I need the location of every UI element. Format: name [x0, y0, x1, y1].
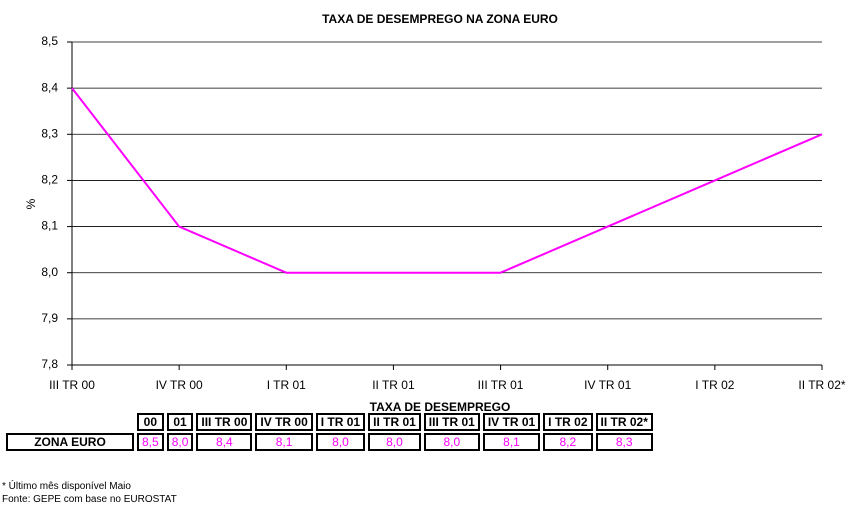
header-row: 00 01 III TR 00 IV TR 00 I TR 01 II TR 01 III … [6, 413, 653, 431]
line [71, 87, 823, 274]
cell: 8,1 [482, 433, 541, 451]
cell: 8,4 [196, 433, 253, 451]
cell: 8,0 [423, 433, 480, 451]
x-tick-label: III TR 00 [49, 378, 95, 392]
chart: TAXA DE DESEMPREGO NA ZONA EURO % 7,8 7,9… [24, 12, 846, 392]
table-title: TAXA DE DESEMPREGO [369, 400, 511, 414]
notes: * Último mês disponível Maio Fonte: GEPE … [2, 480, 177, 506]
x-tick-label: III TR 01 [478, 378, 524, 392]
y-tick-label: 8,2 [41, 173, 58, 187]
note: * Último mês disponível Maio [2, 481, 131, 492]
cell: 8,5 [137, 433, 164, 451]
data-row: ZONA EURO 8,5 8,0 8,4 8,1 8,0 8,0 8,0 8,1 8,2 8,3 [6, 433, 653, 451]
column-header: 01 [166, 413, 194, 431]
chart-title: TAXA DE DESEMPREGO NA ZONA EURO [322, 12, 558, 26]
row-header: ZONA EURO [6, 433, 134, 451]
y-tick-label: 8,4 [41, 80, 58, 94]
y-tick-label: 7,8 [41, 357, 58, 371]
x-tick-label: II TR 02* [798, 378, 845, 392]
x-tick-label: IV TR 01 [584, 378, 631, 392]
x-tick-label: II TR 01 [372, 378, 415, 392]
table: 00 01 III TR 00 IV TR 00 I TR 01 II TR 01 III … [3, 411, 656, 453]
y-tick-label: 7,9 [41, 311, 58, 325]
column-header: III TR 01 [423, 413, 480, 431]
column-header: III TR 00 [196, 413, 253, 431]
column-header: II TR 01 [368, 413, 421, 431]
cell: 8,0 [166, 433, 194, 451]
cell: 8,0 [315, 433, 366, 451]
column-header: I TR 02 [543, 413, 593, 431]
cell: 8,1 [255, 433, 313, 451]
y-axis-label: % [24, 198, 38, 209]
corner [6, 413, 134, 431]
cell: 8,0 [368, 433, 421, 451]
column-header: I TR 01 [315, 413, 366, 431]
column-header: II TR 02* [595, 413, 653, 431]
x-tick-label: I TR 02 [695, 378, 734, 392]
cell: 8,3 [595, 433, 653, 451]
note: Fonte: GEPE com base no EUROSTAT [2, 494, 177, 505]
y-tick-label: 8,5 [41, 34, 58, 48]
column-header: IV TR 01 [482, 413, 541, 431]
y-tick-label: 8,0 [41, 265, 58, 279]
column-header: IV TR 00 [255, 413, 313, 431]
x-tick-label: I TR 01 [267, 378, 306, 392]
cell: 8,2 [543, 433, 593, 451]
x-tick-label: IV TR 00 [156, 378, 203, 392]
column-header: 00 [137, 413, 164, 431]
y-tick-label: 8,1 [41, 219, 58, 233]
y-tick-label: 8,3 [41, 126, 58, 140]
